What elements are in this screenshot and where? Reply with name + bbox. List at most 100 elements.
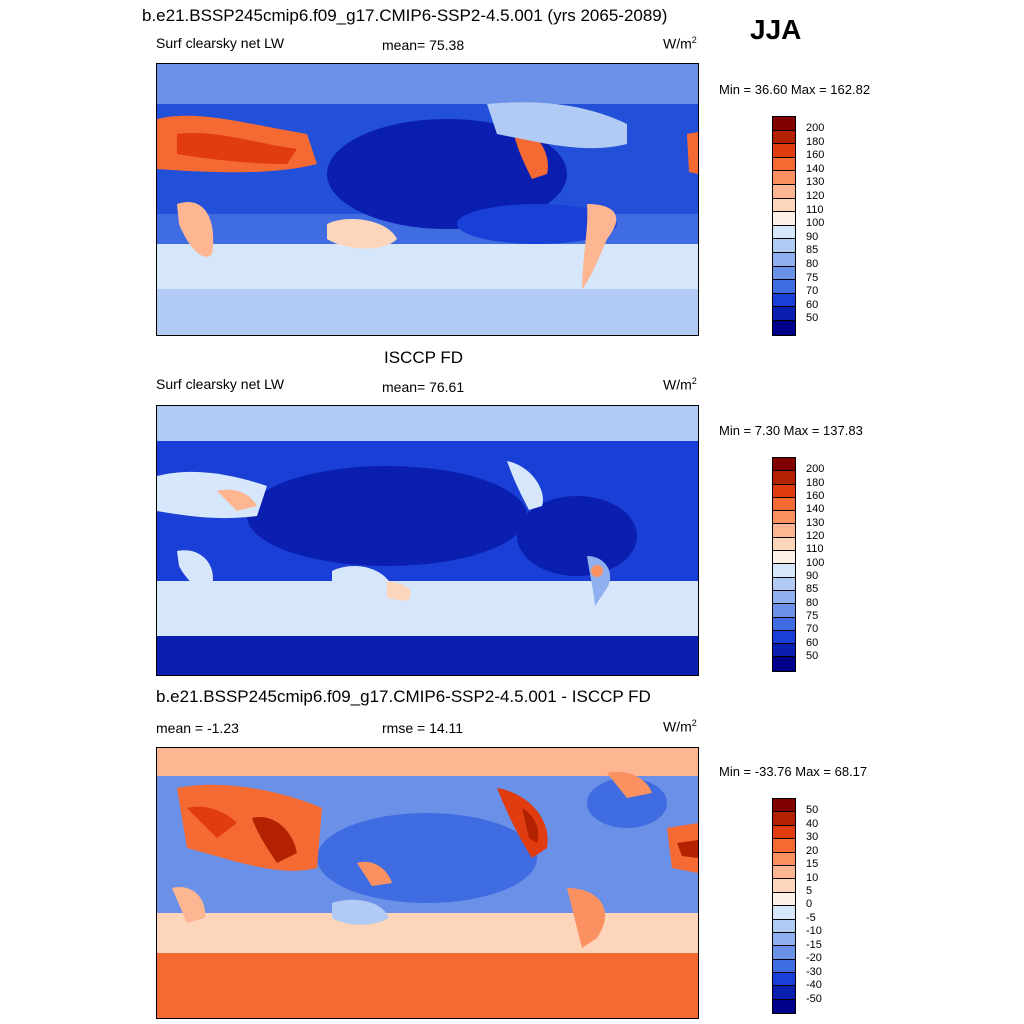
colorbar-swatch: [773, 320, 795, 335]
colorbar-tick-label: -30: [806, 966, 822, 978]
panel2-mean-label: mean= 76.61: [382, 379, 465, 395]
colorbar-tick-label: 10: [806, 872, 819, 884]
colorbar-tick-label: 200: [806, 463, 825, 475]
panel1-variable-label: Surf clearsky net LW: [156, 35, 285, 51]
colorbar-tick-label: 180: [806, 477, 825, 489]
colorbar-swatch: [773, 198, 795, 213]
colorbar-swatch: [773, 239, 795, 253]
colorbar-tick-label: 85: [806, 583, 819, 595]
panel1-map: [156, 63, 699, 336]
colorbar-swatch: [773, 590, 795, 605]
colorbar-tick-label: 5: [806, 885, 813, 897]
panel1-mean-label: mean= 75.38: [382, 37, 465, 53]
colorbar-tick-label: 80: [806, 597, 819, 609]
colorbar-swatch: [773, 157, 795, 172]
colorbar-tick-label: 130: [806, 517, 825, 529]
colorbar-tick-label: 60: [806, 299, 819, 311]
colorbar-tick-label: -15: [806, 939, 822, 951]
colorbar-swatch: [773, 919, 795, 933]
season-label: JJA: [750, 14, 802, 45]
colorbar-swatch: [773, 892, 795, 907]
panel2-minmax-label: Min = 7.30 Max = 137.83: [719, 423, 863, 438]
colorbar-tick-label: 120: [806, 190, 825, 202]
colorbar-tick-label: 60: [806, 637, 819, 649]
colorbar-swatch: [773, 293, 795, 308]
colorbar-tick-label: 180: [806, 136, 825, 148]
colorbar-tick-label: 160: [806, 490, 825, 502]
panel2-colorbar: [772, 457, 796, 672]
panel1-minmax-label: Min = 36.60 Max = 162.82: [719, 82, 871, 97]
colorbar-tick-label: 70: [806, 285, 819, 297]
colorbar-tick-label: -20: [806, 952, 822, 964]
panel1-unit-label: W/m2: [663, 35, 697, 52]
colorbar-swatch: [773, 986, 795, 1000]
colorbar-tick-label: -5: [806, 912, 816, 924]
colorbar-swatch: [773, 799, 795, 813]
colorbar-tick-label: 40: [806, 818, 819, 830]
colorbar-tick-label: 100: [806, 557, 825, 569]
colorbar-swatch: [773, 252, 795, 267]
panel1-colorbar: [772, 116, 796, 336]
colorbar-tick-label: 140: [806, 163, 825, 175]
colorbar-swatch: [773, 117, 795, 131]
colorbar-swatch: [773, 865, 795, 880]
colorbar-swatch: [773, 812, 795, 826]
colorbar-tick-label: 20: [806, 845, 819, 857]
colorbar-tick-label: 100: [806, 217, 825, 229]
colorbar-tick-label: 50: [806, 804, 819, 816]
panel3-map: [156, 747, 699, 1019]
colorbar-swatch: [773, 524, 795, 538]
colorbar-swatch: [773, 144, 795, 158]
colorbar-tick-label: 50: [806, 650, 819, 662]
colorbar-tick-label: 130: [806, 176, 825, 188]
colorbar-swatch: [773, 932, 795, 947]
panel1-title: b.e21.BSSP245cmip6.f09_g17.CMIP6-SSP2-4.…: [142, 6, 668, 25]
colorbar-swatch: [773, 511, 795, 525]
colorbar-swatch: [773, 458, 795, 472]
colorbar-tick-label: 0: [806, 898, 813, 910]
colorbar-tick-label: -50: [806, 993, 822, 1005]
colorbar-tick-label: 75: [806, 610, 819, 622]
colorbar-tick-label: 120: [806, 530, 825, 542]
panel2-unit-label: W/m2: [663, 376, 697, 393]
colorbar-swatch: [773, 225, 795, 240]
colorbar-tick-label: 90: [806, 570, 819, 582]
panel2-title: ISCCP FD: [384, 348, 464, 367]
colorbar-tick-label: 85: [806, 244, 819, 256]
panel3-mean-label: mean = -1.23: [156, 720, 239, 736]
colorbar-swatch: [773, 852, 795, 866]
colorbar-swatch: [773, 551, 795, 565]
colorbar-tick-label: 110: [806, 204, 824, 216]
colorbar-tick-label: 30: [806, 831, 819, 843]
colorbar-swatch: [773, 617, 795, 631]
colorbar-swatch: [773, 657, 795, 671]
panel3-colorbar: [772, 798, 796, 1015]
colorbar-swatch: [773, 946, 795, 960]
colorbar-swatch: [773, 184, 795, 199]
colorbar-swatch: [773, 959, 795, 974]
colorbar-swatch: [773, 999, 795, 1014]
panel2-map: [156, 405, 699, 676]
panel3-minmax-label: Min = -33.76 Max = 68.17: [719, 764, 868, 779]
colorbar-swatch: [773, 973, 795, 987]
colorbar-swatch: [773, 537, 795, 552]
colorbar-swatch: [773, 564, 795, 578]
colorbar-tick-label: -40: [806, 979, 822, 991]
colorbar-swatch: [773, 484, 795, 498]
colorbar-swatch: [773, 266, 795, 281]
colorbar-tick-label: 80: [806, 258, 819, 270]
colorbar-tick-label: 160: [806, 149, 825, 161]
colorbar-swatch: [773, 906, 795, 920]
colorbar-swatch: [773, 839, 795, 853]
colorbar-swatch: [773, 825, 795, 840]
panel2-variable-label: Surf clearsky net LW: [156, 376, 285, 392]
colorbar-swatch: [773, 644, 795, 658]
colorbar-swatch: [773, 577, 795, 591]
colorbar-tick-label: 110: [806, 543, 824, 555]
colorbar-tick-label: 90: [806, 231, 819, 243]
colorbar-tick-label: 70: [806, 623, 819, 635]
colorbar-swatch: [773, 471, 795, 485]
colorbar-swatch: [773, 604, 795, 618]
colorbar-tick-label: 50: [806, 312, 819, 324]
colorbar-swatch: [773, 171, 795, 185]
